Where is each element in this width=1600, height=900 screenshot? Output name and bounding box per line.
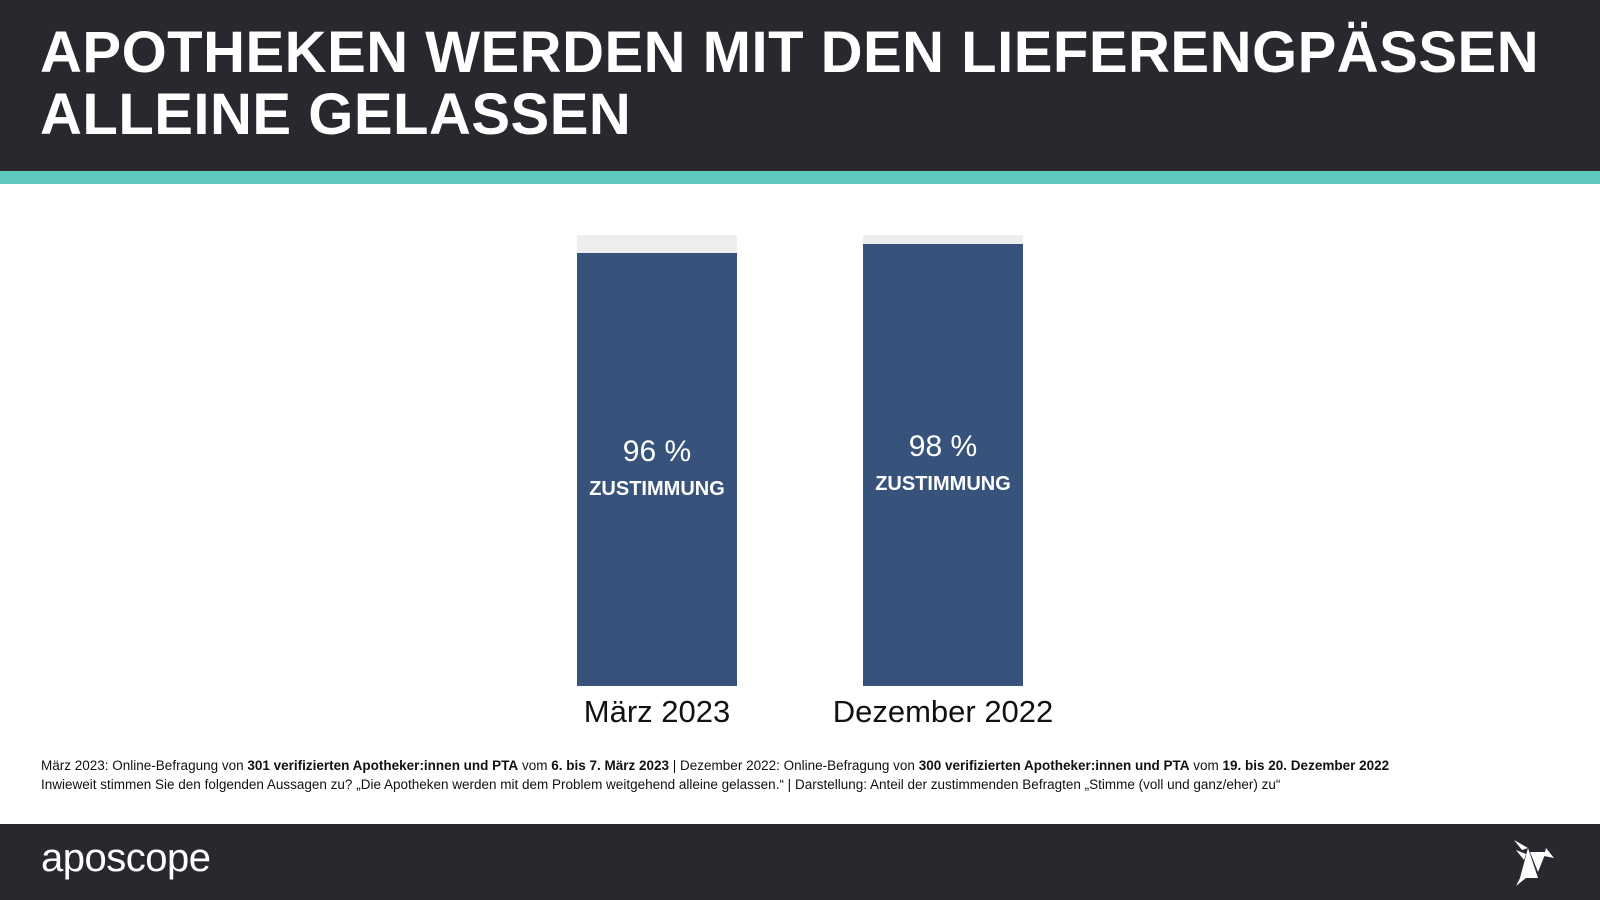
footnote-line-1: März 2023: Online-Befragung von 301 veri…	[41, 758, 1390, 773]
header: APOTHEKEN WERDEN MIT DEN LIEFERENGPÄSSEN…	[0, 0, 1600, 171]
bar	[863, 244, 1023, 686]
category-label: März 2023	[583, 694, 731, 729]
data-sublabel: ZUSTIMMUNG	[875, 473, 1011, 495]
category-label: Dezember 2022	[832, 694, 1054, 729]
title-line-1: APOTHEKEN WERDEN MIT DEN LIEFERENGPÄSSEN	[40, 20, 1540, 85]
data-sublabel: ZUSTIMMUNG	[589, 477, 725, 500]
brand-logo: aposcope	[41, 836, 211, 880]
accent-bar	[0, 171, 1600, 184]
data-label: 96 %	[622, 434, 692, 468]
origami-bird-icon	[1514, 840, 1554, 886]
title-line-2: ALLEINE GELASSEN	[40, 82, 632, 147]
footnote: März 2023: Online-Befragung von 301 veri…	[41, 756, 1389, 794]
data-label: 98 %	[908, 430, 978, 463]
footnote-line-2: Inwieweit stimmen Sie den folgenden Auss…	[41, 777, 1281, 792]
bar-chart: 96 % ZUSTIMMUNG März 2023 98 % ZUSTIMMUNG Dez…	[0, 184, 1600, 744]
page-title: APOTHEKEN WERDEN MIT DEN LIEFERENGPÄSSEN…	[40, 22, 1539, 146]
bar	[577, 253, 737, 686]
footer: aposcope	[0, 824, 1600, 900]
